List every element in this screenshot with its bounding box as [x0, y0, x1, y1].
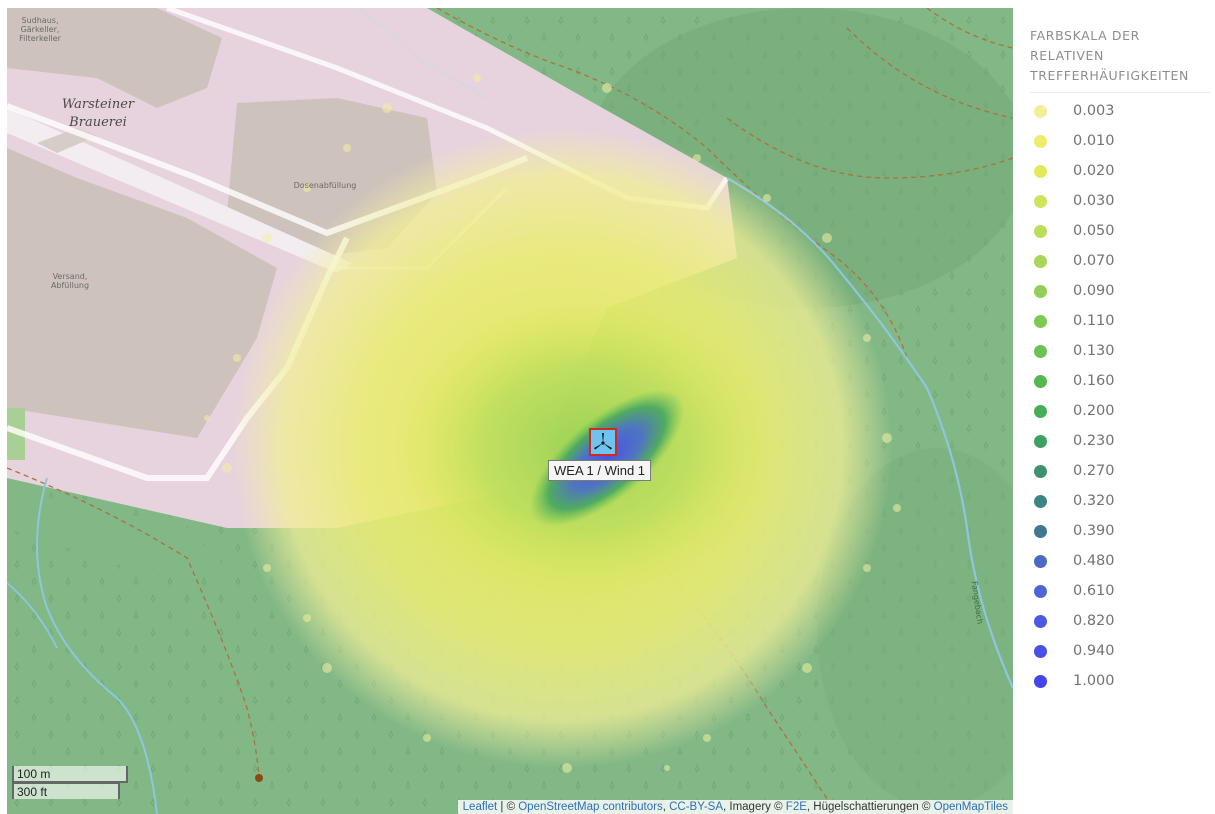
hit-frequency-core-zone: [529, 389, 685, 527]
legend-color-swatch: [1034, 374, 1047, 388]
legend-list: 0.003 0.010 0.020 0.030 0.050 0.070 0.090 0.110…: [1030, 96, 1210, 696]
place-label-versand: Versand, Abfüllung: [50, 272, 90, 291]
legend-value: 0.610: [1073, 583, 1115, 599]
legend-title: FARBSKALA DER RELATIVEN TREFFERHÄUFIGKEI…: [1030, 26, 1210, 93]
legend-item: 0.390: [1030, 516, 1210, 546]
legend-value: 0.050: [1073, 223, 1115, 239]
scale-imperial: 300 ft: [12, 782, 120, 799]
place-label-brauerei: Warsteiner Brauerei: [61, 97, 135, 130]
legend-value: 0.200: [1073, 403, 1115, 419]
legend-value: 0.010: [1073, 133, 1115, 149]
openmaptiles-link[interactable]: OpenMapTiles: [933, 801, 1008, 813]
attribution-text: , Imagery ©: [723, 801, 786, 813]
legend-value: 0.030: [1073, 193, 1115, 209]
license-link[interactable]: CC-BY-SA: [669, 801, 723, 813]
place-label-sudhaus: Sudhaus, Gärkeller, Filterkeller: [19, 16, 61, 44]
legend-item: 0.130: [1030, 336, 1210, 366]
legend-value: 0.820: [1073, 613, 1115, 629]
legend-item: 0.003: [1030, 96, 1210, 126]
legend-value: 0.390: [1073, 523, 1115, 539]
legend-color-swatch: [1034, 434, 1047, 448]
legend-color-swatch: [1034, 524, 1047, 538]
legend-item: 0.480: [1030, 546, 1210, 576]
legend-value: 0.270: [1073, 463, 1115, 479]
map-view[interactable]: Sudhaus, Gärkeller, Filterkeller Warstei…: [7, 8, 1013, 814]
legend-color-swatch: [1034, 224, 1047, 238]
map-attribution: Leaflet | © OpenStreetMap contributors , …: [457, 800, 1013, 814]
legend-value: 0.230: [1073, 433, 1115, 449]
legend-value: 0.020: [1073, 163, 1115, 179]
legend-color-swatch: [1034, 404, 1047, 418]
legend-color-swatch: [1034, 464, 1047, 478]
legend-color-swatch: [1034, 314, 1047, 328]
legend-color-swatch: [1034, 614, 1047, 628]
legend-item: 1.000: [1030, 666, 1210, 696]
f2e-link[interactable]: F2E: [785, 801, 807, 813]
legend-item: 0.110: [1030, 306, 1210, 336]
legend-item: 0.320: [1030, 486, 1210, 516]
legend-value: 0.070: [1073, 253, 1115, 269]
legend-item: 0.030: [1030, 186, 1210, 216]
legend-item: 0.610: [1030, 576, 1210, 606]
wind-turbine-icon: [594, 433, 612, 450]
legend-color-swatch: [1034, 194, 1047, 208]
legend-item: 0.820: [1030, 606, 1210, 636]
legend-item: 0.050: [1030, 216, 1210, 246]
legend-item: 0.020: [1030, 156, 1210, 186]
place-label-dosenabfuellung: Dosenabfüllung: [293, 181, 357, 190]
turbine-tooltip: WEA 1 / Wind 1: [548, 460, 652, 481]
legend-color-swatch: [1034, 104, 1047, 118]
scale-metric: 100 m: [12, 766, 128, 783]
legend-item: 0.270: [1030, 456, 1210, 486]
attribution-text: | ©: [497, 801, 519, 813]
legend-item: 0.200: [1030, 396, 1210, 426]
color-scale-legend: FARBSKALA DER RELATIVEN TREFFERHÄUFIGKEI…: [1030, 26, 1210, 696]
legend-value: 0.480: [1073, 553, 1115, 569]
legend-item: 0.940: [1030, 636, 1210, 666]
attribution-text: ,: [662, 801, 670, 813]
legend-value: 0.320: [1073, 493, 1115, 509]
legend-value: 0.003: [1073, 103, 1115, 119]
map-base-layer: [7, 8, 1013, 814]
legend-color-swatch: [1034, 674, 1047, 688]
legend-value: 0.130: [1073, 343, 1115, 359]
legend-color-swatch: [1034, 584, 1047, 598]
legend-color-swatch: [1034, 644, 1047, 658]
legend-item: 0.230: [1030, 426, 1210, 456]
map-scale: 100 m 300 ft: [12, 766, 128, 799]
legend-color-swatch: [1034, 164, 1047, 178]
legend-value: 1.000: [1073, 673, 1115, 689]
poi-dot: [255, 774, 263, 782]
legend-color-swatch: [1034, 554, 1047, 568]
osm-link[interactable]: OpenStreetMap contributors: [518, 801, 663, 813]
wind-turbine-marker[interactable]: [589, 428, 617, 456]
legend-value: 0.110: [1073, 313, 1115, 329]
legend-value: 0.090: [1073, 283, 1115, 299]
legend-value: 0.940: [1073, 643, 1115, 659]
legend-item: 0.090: [1030, 276, 1210, 306]
legend-color-swatch: [1034, 254, 1047, 268]
legend-color-swatch: [1034, 284, 1047, 298]
leaflet-link[interactable]: Leaflet: [462, 801, 498, 813]
legend-color-swatch: [1034, 344, 1047, 358]
legend-color-swatch: [1034, 134, 1047, 148]
legend-item: 0.070: [1030, 246, 1210, 276]
legend-item: 0.010: [1030, 126, 1210, 156]
legend-color-swatch: [1034, 494, 1047, 508]
legend-item: 0.160: [1030, 366, 1210, 396]
legend-value: 0.160: [1073, 373, 1115, 389]
attribution-text: , Hügelschattierungen ©: [806, 801, 934, 813]
